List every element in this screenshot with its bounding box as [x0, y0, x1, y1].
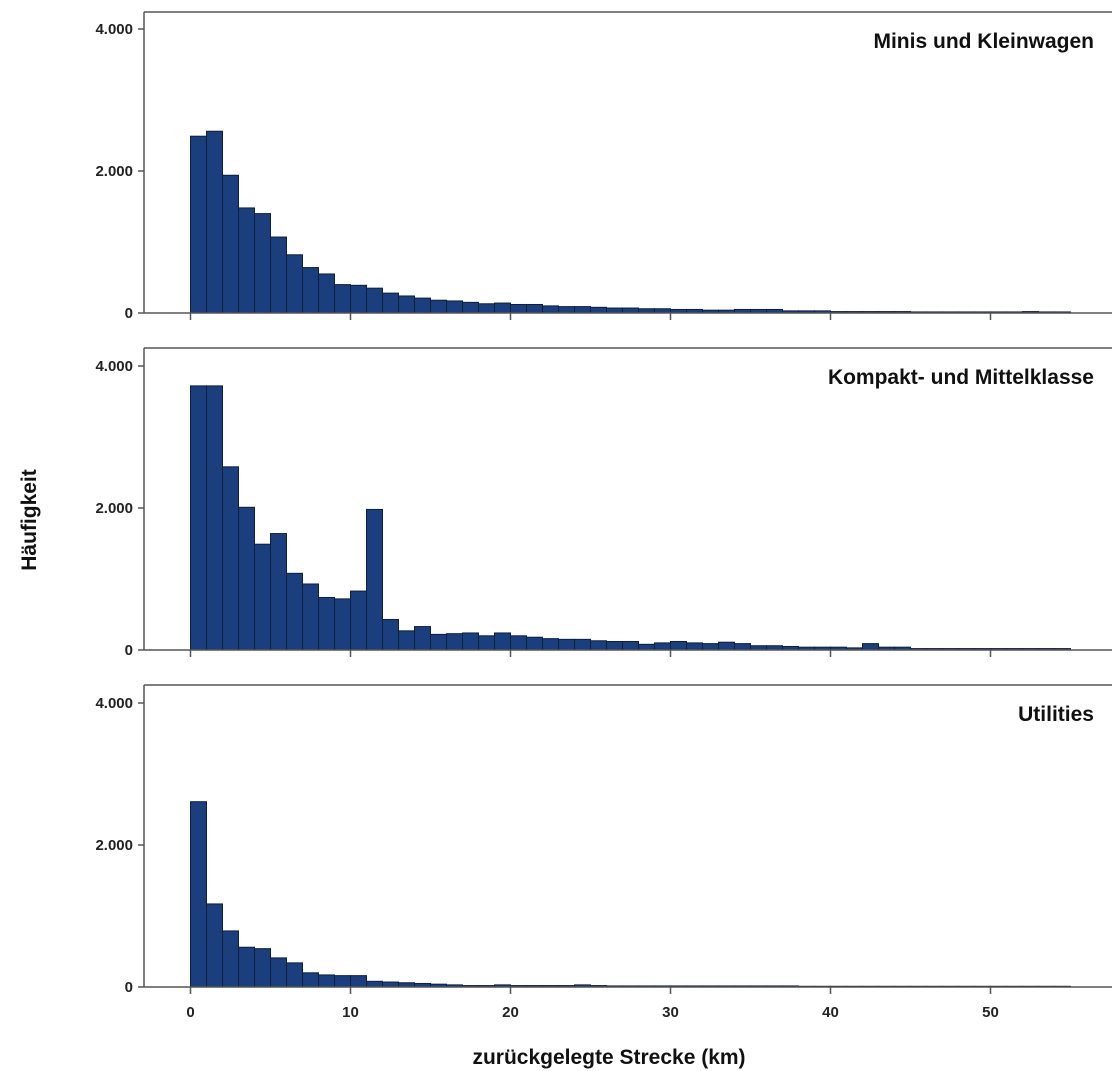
histogram-bar — [414, 297, 431, 314]
histogram-panel: 0 2.000 4.000 Kompakt- und Mittelklasse — [95, 347, 1112, 659]
histogram-bar — [606, 640, 623, 651]
histogram-bar — [238, 207, 255, 314]
histogram-bar — [542, 305, 559, 314]
histogram-bar — [494, 302, 511, 314]
histogram-bar — [190, 801, 207, 988]
histogram-bar — [558, 638, 575, 651]
histogram-bar — [254, 543, 271, 651]
y-tick-label: 4.000 — [95, 695, 133, 712]
histogram-bar — [590, 640, 607, 651]
histogram-bar — [190, 135, 207, 314]
histogram-bar — [270, 957, 287, 988]
histogram-bar — [222, 174, 239, 314]
histogram-bar — [334, 975, 351, 988]
y-tick-label: 0 — [125, 642, 133, 659]
histogram-bar — [526, 636, 543, 651]
histogram-bar — [574, 638, 591, 651]
histogram-bar — [446, 300, 463, 314]
histogram-bar — [366, 508, 383, 651]
histogram-bar — [510, 635, 527, 651]
panel-title: Minis und Kleinwagen — [873, 30, 1094, 53]
y-tick-label: 2.000 — [95, 500, 133, 517]
histogram-bar — [318, 974, 335, 988]
histogram-bar — [654, 642, 671, 651]
histogram-bar — [542, 638, 559, 651]
histogram-bar — [286, 254, 303, 314]
histogram-bar — [446, 633, 463, 651]
histogram-bar — [430, 633, 447, 651]
y-tick-label: 0 — [125, 305, 133, 322]
histogram-bar — [350, 975, 367, 988]
x-tick-label: 30 — [662, 1004, 679, 1021]
histogram-bar — [590, 306, 607, 314]
histogram-bar — [638, 643, 655, 651]
histogram-bar — [478, 635, 495, 651]
y-tick-label: 2.000 — [95, 163, 133, 180]
panel-title: Kompakt- und Mittelklasse — [828, 366, 1094, 389]
histogram-panel: 0 2.000 4.000 0 10 20 30 40 50 Utilities — [95, 684, 1112, 1021]
histogram-bar — [862, 643, 879, 651]
histogram-bar — [734, 643, 751, 651]
histogram-bar — [414, 626, 431, 651]
histogram-bar — [462, 301, 479, 314]
histogram-bar — [222, 930, 239, 988]
histogram-bar — [190, 385, 207, 651]
x-tick-label: 10 — [342, 1004, 359, 1021]
histogram-bar — [478, 303, 495, 314]
histogram-bar — [270, 236, 287, 314]
histogram-bar — [302, 972, 319, 988]
histogram-bar — [222, 466, 239, 651]
histogram-bar — [286, 572, 303, 651]
histogram-bar — [254, 213, 271, 314]
histogram-bar — [350, 590, 367, 651]
y-axis-title: Häufigkeit — [18, 469, 41, 571]
panel-title: Utilities — [1018, 703, 1094, 726]
x-axis-title: zurückgelegte Strecke (km) — [472, 1046, 745, 1069]
histogram-bar — [366, 980, 383, 988]
histogram-bar — [302, 583, 319, 651]
histogram-bar — [622, 640, 639, 651]
histogram-bar — [686, 642, 703, 651]
histogram-bar — [206, 130, 223, 314]
histogram-bar — [398, 630, 415, 651]
histogram-bar — [334, 284, 351, 314]
x-tick-label: 40 — [822, 1004, 839, 1021]
histogram-bar — [574, 306, 591, 314]
histogram-bar — [702, 643, 719, 651]
histogram-bar — [430, 299, 447, 314]
histogram-bar — [318, 273, 335, 314]
y-tick-label: 4.000 — [95, 21, 133, 38]
y-tick-label: 2.000 — [95, 837, 133, 854]
histogram-bar — [206, 903, 223, 988]
histogram-bar — [334, 598, 351, 651]
histogram-bar — [286, 962, 303, 988]
histogram-bar — [494, 632, 511, 651]
y-tick-label: 0 — [125, 979, 133, 996]
histogram-bar — [350, 284, 367, 314]
x-tick-label: 0 — [186, 1004, 194, 1021]
histogram-bar — [382, 618, 399, 651]
histogram-bar — [462, 632, 479, 651]
histogram-bar — [238, 506, 255, 651]
x-tick-label: 50 — [982, 1004, 999, 1021]
histogram-bar — [718, 641, 735, 651]
histogram-bar — [366, 287, 383, 314]
histogram-bar — [318, 596, 335, 651]
histogram-bar — [398, 295, 415, 314]
x-tick-label: 20 — [502, 1004, 519, 1021]
histogram-bar — [558, 306, 575, 314]
histogram-bar — [270, 533, 287, 651]
histogram-bar — [206, 385, 223, 651]
histogram-bar — [382, 292, 399, 314]
histogram-bar — [254, 948, 271, 988]
histogram-bar — [302, 267, 319, 314]
y-tick-label: 4.000 — [95, 358, 133, 375]
histogram-bar — [238, 946, 255, 988]
histogram-bar — [510, 303, 527, 314]
histogram-bar — [526, 303, 543, 314]
histogram-bar — [670, 640, 687, 651]
histogram-panel: 0 2.000 4.000 Minis und Kleinwagen — [95, 11, 1112, 322]
